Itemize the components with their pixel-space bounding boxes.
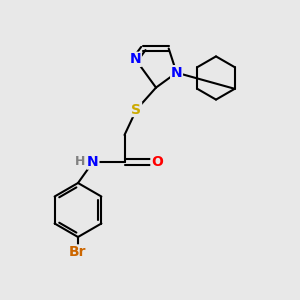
Text: N: N xyxy=(130,52,141,66)
Text: Br: Br xyxy=(69,245,87,259)
Text: N: N xyxy=(87,155,99,169)
Text: N: N xyxy=(171,66,182,80)
Text: S: S xyxy=(131,103,142,116)
Text: O: O xyxy=(151,155,163,169)
Text: H: H xyxy=(75,155,85,168)
